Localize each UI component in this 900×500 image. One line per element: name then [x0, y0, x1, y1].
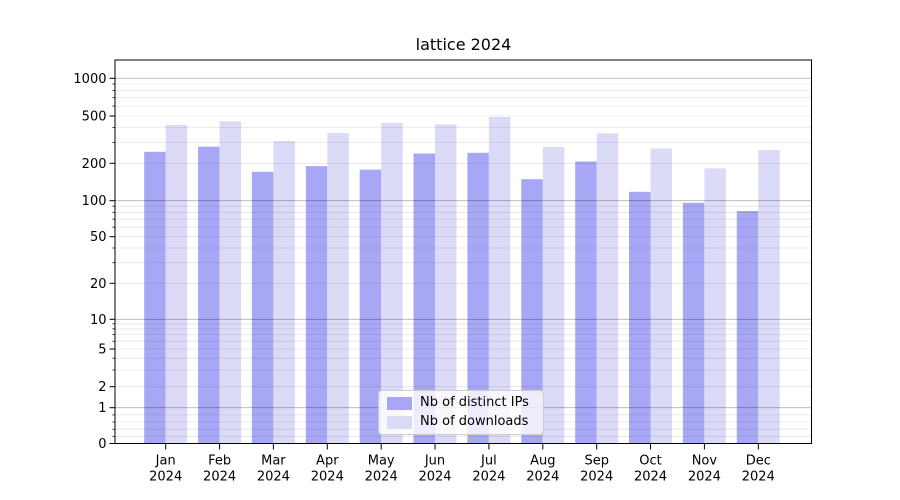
bar-nb-of-downloads-dec: [758, 150, 780, 444]
x-tick-label-month: Feb: [208, 454, 231, 469]
bar-nb-of-downloads-may: [381, 122, 403, 444]
y-tick-label: 1: [98, 401, 106, 416]
chart-title: lattice 2024: [415, 35, 512, 54]
y-tick-label: 20: [90, 277, 107, 292]
bar-nb-of-downloads-apr: [327, 133, 349, 444]
axes-spines: [114, 59, 812, 444]
x-tick-label-month: Sep: [584, 454, 609, 469]
x-tick-label-month: Jan: [155, 454, 176, 469]
x-tick-label-year: 2024: [203, 470, 236, 485]
bar-nb-of-distinct-ips-jun: [413, 153, 435, 444]
x-tick-label-month: Apr: [316, 454, 339, 469]
x-tick-label-year: 2024: [257, 470, 290, 485]
x-tick-label-year: 2024: [418, 470, 451, 485]
bar-nb-of-downloads-nov: [704, 168, 726, 444]
x-axis: Jan2024Feb2024Mar2024Apr2024May2024Jun20…: [149, 443, 775, 485]
y-tick-label: 50: [90, 230, 107, 245]
y-tick-label: 2: [98, 380, 106, 395]
bar-nb-of-downloads-jan: [165, 124, 188, 444]
bar-nb-of-distinct-ips-sep: [575, 161, 597, 444]
legend-swatch-downloads-icon: [387, 415, 412, 429]
bar-nb-of-downloads-feb: [219, 121, 242, 444]
x-tick-label-year: 2024: [688, 470, 721, 485]
x-tick-label-year: 2024: [472, 470, 505, 485]
x-tick-label-month: May: [368, 454, 395, 469]
x-tick-label-year: 2024: [149, 470, 182, 485]
x-tick-label-year: 2024: [742, 470, 775, 485]
bar-nb-of-downloads-sep: [596, 133, 619, 444]
x-tick-label-year: 2024: [365, 470, 398, 485]
grid-layer: [115, 77, 812, 437]
y-tick-label: 10: [90, 313, 107, 328]
legend-item-downloads: Nb of downloads: [387, 414, 533, 430]
bars-layer: [144, 117, 780, 444]
bar-nb-of-downloads-aug: [542, 147, 565, 444]
x-tick-label-year: 2024: [634, 470, 667, 485]
x-tick-label-month: Jul: [480, 454, 497, 469]
legend: Nb of distinct IPs Nb of downloads: [378, 390, 544, 435]
bar-nb-of-downloads-oct: [650, 148, 672, 444]
legend-item-distinct-ips: Nb of distinct IPs: [387, 395, 533, 411]
bar-nb-of-distinct-ips-may: [359, 169, 382, 444]
bar-nb-of-distinct-ips-oct: [629, 191, 651, 444]
bar-nb-of-distinct-ips-aug: [521, 179, 543, 444]
y-tick-label: 200: [82, 157, 107, 172]
bar-nb-of-downloads-jun: [435, 124, 457, 444]
x-tick-label-year: 2024: [580, 470, 613, 485]
x-tick-label-month: Nov: [692, 454, 718, 469]
legend-label-downloads: Nb of downloads: [420, 414, 529, 429]
x-tick-label-month: Dec: [746, 454, 771, 469]
bar-nb-of-distinct-ips-dec: [736, 211, 759, 444]
bar-nb-of-downloads-mar: [273, 141, 295, 444]
bar-nb-of-distinct-ips-feb: [198, 146, 220, 444]
y-axis: 0 1 2 5 10 20 50 100 200 500 1000: [73, 72, 115, 452]
bar-nb-of-downloads-jul: [488, 117, 511, 444]
y-tick-label: 100: [82, 194, 107, 209]
bar-nb-of-distinct-ips-mar: [251, 171, 274, 444]
bar-nb-of-distinct-ips-apr: [305, 166, 328, 444]
bar-nb-of-distinct-ips-jul: [467, 152, 489, 444]
y-tick-label: 500: [82, 110, 107, 125]
x-tick-label-month: Aug: [530, 454, 555, 469]
bar-nb-of-distinct-ips-jan: [144, 151, 166, 444]
legend-swatch-distinct-ips-icon: [387, 396, 412, 410]
x-tick-label-month: Oct: [639, 454, 661, 469]
y-tick-label: 1000: [73, 72, 106, 87]
y-tick-label: 5: [98, 343, 106, 358]
bar-nb-of-distinct-ips-nov: [682, 202, 705, 444]
y-tick-label: 0: [98, 437, 106, 452]
x-tick-label-month: Jun: [424, 454, 445, 469]
x-tick-label-year: 2024: [526, 470, 559, 485]
x-tick-label-year: 2024: [311, 470, 344, 485]
legend-label-distinct-ips: Nb of distinct IPs: [420, 395, 529, 410]
x-tick-label-month: Mar: [261, 454, 286, 469]
